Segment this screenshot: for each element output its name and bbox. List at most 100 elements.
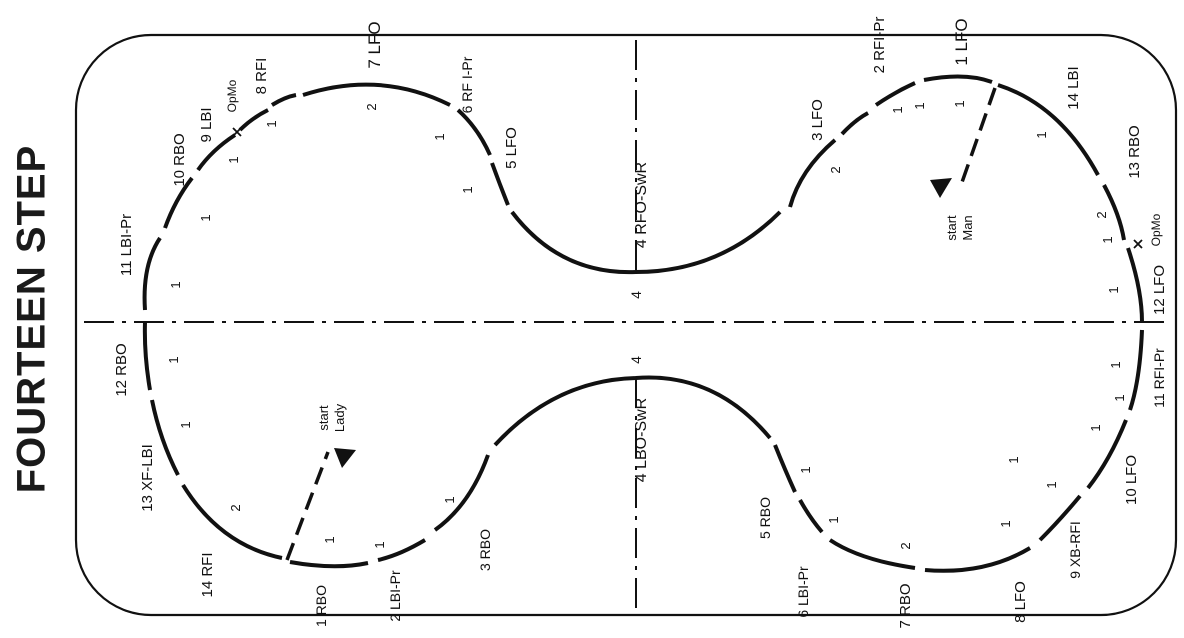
beat-counts: 2 1 1 1 1 1 1 1 1 1 1 2 1 1 2 1 1 1 2 1 … [166,100,1127,549]
beat-count: 1 [1108,361,1123,368]
man-start-line [958,87,997,189]
step-label: 2 RFI-Pr [871,17,888,74]
lady-start-label-2: Lady [332,403,347,432]
beat-count: 2 [1094,211,1109,218]
track-segment [1038,494,1082,542]
beat-count: 1 [226,156,241,163]
beat-count: 1 [372,541,387,548]
track-segment [874,81,916,107]
step-label: 2 LBI-Pr [387,570,403,622]
track-segment [142,236,162,311]
track-segment [1126,247,1144,323]
beat-count: 1 [1044,481,1059,488]
step-label: 6 LBI-Pr [795,566,811,618]
step-label: 10 LFO [1123,455,1140,505]
step-label: 3 LFO [809,99,826,141]
lady-start-label-1: start [316,405,331,431]
track-segment [924,546,1032,573]
beat-count: 2 [828,166,843,173]
track-segment [163,176,194,229]
step-label: 11 LBI-Pr [118,214,135,276]
beat-count: 1 [998,520,1013,527]
rink-outline [74,33,1178,617]
step-labels: 7 LFO 8 RFI OpMo 9 LBI 10 RBO 11 LBI-Pr … [113,17,1168,629]
beat-count: 1 [460,186,475,193]
beat-count: 1 [1088,424,1103,431]
track-segment [510,210,782,275]
step-label: 9 XB-RFI [1067,521,1083,579]
step-label: 8 RFI [253,58,270,95]
beat-count: 1 [798,466,813,473]
beat-count: 2 [364,103,379,110]
step-label: OpMo [225,79,239,112]
beat-count: 1 [432,133,447,140]
step-label: 6 RF I-Pr [459,56,475,113]
center-bottom-beat: 4 [628,356,644,364]
step-label: 11 RFI-Pr [1151,348,1167,408]
step-label: 1 RBO [313,585,329,627]
man-start-label-1: start [944,215,959,241]
step-label: OpMo [1149,213,1163,246]
opmo-mark [232,127,242,137]
beat-count: 1 [166,356,181,363]
track-segment [828,538,916,570]
track-segment [181,483,283,560]
step-label: 5 LFO [503,127,520,169]
track-segment [997,83,1100,176]
beat-count: 1 [826,516,841,523]
track-segment [788,138,837,208]
step-label: 7 RBO [897,583,914,628]
track-segment [490,162,510,206]
beat-count: 1 [1106,286,1121,293]
track-segment [798,499,824,534]
track-segment [302,82,451,107]
center-bottom-edge-label: 4 LBO-SwR [633,398,650,482]
man-start-arrow [930,178,952,198]
track-segment [289,560,369,569]
track-segment [1086,419,1128,490]
track-segment [493,375,772,447]
step-label: 13 XF-LBI [139,444,156,512]
track-segment [456,108,492,156]
step-label: 12 LFO [1151,265,1168,315]
step-label: 5 RBO [757,497,773,539]
track-segment [142,321,152,391]
track-segment [238,108,269,132]
beat-count: 1 [178,421,193,428]
track-segment [377,538,427,562]
step-label: 10 RBO [171,133,188,186]
step-label: 14 LBI [1065,66,1082,109]
track-segment [1128,329,1144,411]
beat-count: 1 [442,496,457,503]
beat-count: 1 [264,120,279,127]
track-segment [270,93,297,107]
track-segment [840,111,869,136]
beat-count: 1 [168,281,183,288]
step-label: 9 LBI [198,107,215,142]
beat-count: 1 [890,106,905,113]
man-start-label-2: Man [960,215,975,240]
lady-start-line [285,451,330,561]
step-label: 7 LFO [365,21,384,68]
track-segment [923,74,993,84]
beat-count: 1 [1034,131,1049,138]
beat-count: 1 [1006,456,1021,463]
beat-count: 2 [898,542,913,549]
beat-count: 1 [912,102,927,109]
pattern-track [142,74,1144,573]
beat-count: 1 [952,100,967,107]
center-top-edge-label: 4 RFO-SwR [633,162,650,248]
beat-count: 1 [198,214,213,221]
step-label: 8 LFO [1012,581,1029,623]
step-label: 14 RFI [199,552,216,597]
track-segment [196,133,237,172]
beat-count: 2 [228,504,243,511]
step-label: 12 RBO [113,343,130,396]
beat-count: 1 [1112,394,1127,401]
opmo-mark [1133,239,1143,249]
track-segment [433,454,490,532]
lady-start-arrow [334,448,356,468]
track-segment [773,444,797,493]
track-segment [1102,184,1126,241]
